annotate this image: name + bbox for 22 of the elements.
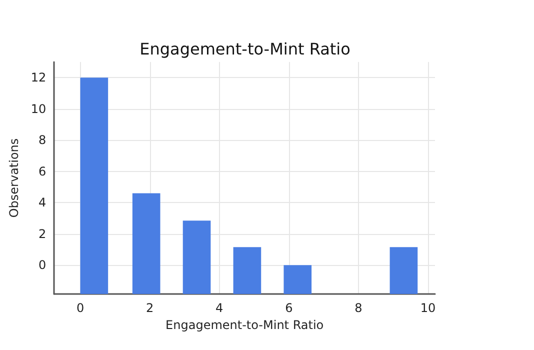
x-tick-label: 8 (354, 301, 362, 315)
bar (132, 193, 160, 294)
y-tick-label: 8 (38, 133, 46, 148)
x-tick-label: 6 (285, 301, 293, 315)
y-tick-label: 6 (38, 164, 46, 178)
bar (80, 78, 108, 294)
y-tick-label: 4 (38, 196, 46, 210)
y-axis-title: Observations (7, 138, 21, 218)
bar (233, 247, 262, 294)
bar (390, 247, 418, 294)
x-tick-label: 10 (420, 301, 436, 315)
y-tick-label: 2 (38, 226, 46, 241)
y-tick-label: 0 (38, 258, 46, 272)
chart-title: Engagement-to-Mint Ratio (140, 40, 350, 58)
bar (284, 265, 312, 294)
y-tick-label: 12 (30, 70, 46, 85)
x-tick-label: 0 (76, 301, 84, 315)
bar (182, 220, 211, 294)
x-axis-title: Engagement-to-Mint Ratio (166, 318, 324, 332)
y-tick-label: 10 (30, 102, 46, 116)
x-tick-label: 2 (146, 301, 154, 315)
x-tick-label: 4 (216, 301, 224, 315)
